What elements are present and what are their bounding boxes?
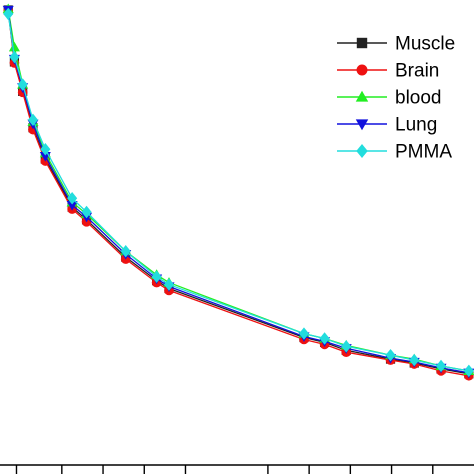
data-point-pmma — [385, 348, 396, 362]
data-point-pmma — [163, 278, 175, 291]
legend-label: Lung — [395, 115, 437, 136]
data-point-pmma — [341, 340, 352, 353]
data-point-pmma — [9, 50, 20, 64]
legend-item-pmma: PMMA — [337, 142, 452, 163]
data-point-pmma — [120, 245, 131, 258]
data-point-pmma — [435, 359, 447, 373]
data-point-lung — [66, 200, 78, 211]
data-point-blood — [8, 41, 20, 52]
data-point-pmma — [463, 364, 474, 378]
data-point-pmma — [67, 192, 78, 205]
legend-item-muscle: Muscle — [337, 34, 455, 55]
legend-marker — [356, 64, 368, 76]
legend-item-blood: blood — [337, 88, 442, 109]
data-point-pmma — [151, 270, 162, 283]
data-point-pmma — [40, 143, 51, 156]
data-point-pmma — [298, 327, 310, 340]
legend-item-brain: Brain — [337, 61, 439, 82]
data-point-pmma — [17, 78, 28, 91]
legend-marker — [356, 143, 368, 159]
legend-item-lung: Lung — [337, 115, 437, 136]
legend-label: Brain — [395, 61, 439, 82]
axes-layer — [0, 464, 474, 474]
legend-label: PMMA — [395, 142, 452, 163]
data-point-pmma — [81, 205, 92, 219]
data-point-pmma — [319, 332, 330, 345]
legend-marker — [356, 37, 368, 49]
series-pmma — [3, 7, 474, 378]
legend-marker — [355, 119, 369, 131]
x-axis-ticks — [15, 465, 434, 474]
data-point-pmma — [3, 7, 14, 21]
legend: Muscle Brain blood Lung PMMA — [337, 34, 455, 163]
series-layer — [2, 3, 474, 381]
legend-label: blood — [395, 88, 442, 109]
data-point-pmma — [27, 113, 39, 127]
legend-marker — [355, 90, 369, 102]
legend-label: Muscle — [395, 34, 455, 55]
series-blood — [2, 3, 474, 375]
data-point-pmma — [409, 353, 420, 367]
